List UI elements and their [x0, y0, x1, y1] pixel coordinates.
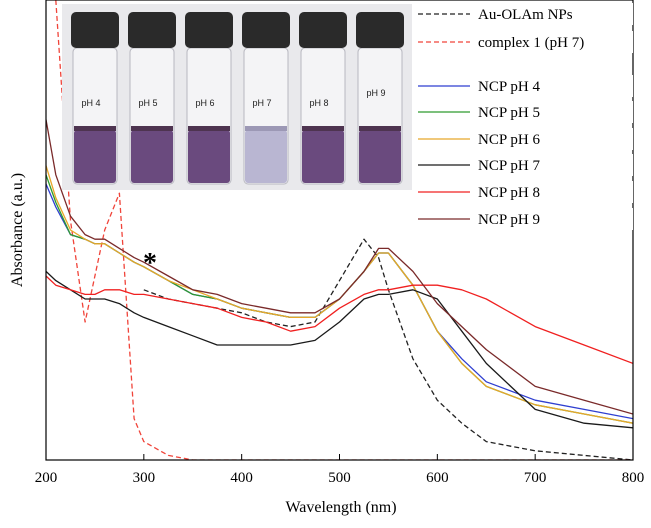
series-line [143, 238, 633, 460]
legend-label: NCP pH 7 [478, 158, 540, 174]
vial-liquid [245, 130, 287, 183]
vial-cap [356, 12, 404, 48]
x-tick-label: 800 [622, 470, 645, 486]
x-tick-label: 300 [133, 470, 156, 486]
legend-label: NCP pH 6 [478, 132, 540, 148]
x-axis-title: Wavelength (nm) [285, 499, 396, 516]
x-tick-label: 400 [230, 470, 253, 486]
annotation: * [143, 248, 157, 279]
vial-meniscus [188, 126, 230, 131]
vial-label: pH 5 [138, 98, 157, 108]
vial-label: pH 7 [252, 98, 271, 108]
vial-cap [128, 12, 176, 48]
y-axis-title: Absorbance (a.u.) [9, 173, 26, 287]
x-tick-label: 600 [426, 470, 449, 486]
vial-meniscus [359, 126, 401, 131]
vial-cap [242, 12, 290, 48]
x-tick-label: 500 [328, 470, 351, 486]
legend-bg [412, 154, 633, 176]
vial-label: pH 4 [81, 98, 100, 108]
vial-label: pH 8 [309, 98, 328, 108]
vial-cap [71, 12, 119, 48]
vial-meniscus [302, 126, 344, 131]
vial-liquid [74, 130, 116, 183]
x-tick-label: 700 [524, 470, 547, 486]
vial-label: pH 9 [366, 88, 385, 98]
series-line [46, 275, 633, 365]
vial-meniscus [245, 126, 287, 131]
legend-label: complex 1 (pH 7) [478, 35, 584, 51]
vial-liquid [188, 130, 230, 183]
plot-area [46, 0, 633, 460]
legend-label: NCP pH 9 [478, 212, 540, 228]
legend-bg [412, 75, 633, 97]
inset-photo: pH 4 pH 5 pH 6 pH 7 pH 8 pH 9 [62, 4, 412, 190]
series-line [55, 0, 633, 460]
legend-bg [412, 31, 633, 53]
legend-bg [412, 101, 633, 123]
vial-label: pH 6 [195, 98, 214, 108]
series-line [46, 270, 633, 429]
vial-cap [185, 12, 233, 48]
vial-liquid [359, 130, 401, 183]
legend-bg [412, 3, 633, 25]
vial-liquid [302, 130, 344, 183]
legend-label: NCP pH 8 [478, 185, 540, 201]
legend-bg [412, 181, 633, 203]
vial-liquid [131, 130, 173, 183]
series-line [46, 119, 633, 415]
legend-bg [412, 128, 633, 150]
legend-label: Au-OLAm NPs [478, 7, 573, 23]
legend-label: NCP pH 4 [478, 79, 540, 95]
legend-bg [412, 208, 633, 230]
vial-cap [299, 12, 347, 48]
series-line [46, 165, 633, 424]
photo-bg [62, 4, 412, 190]
legend-label: NCP pH 5 [478, 105, 540, 121]
x-tick-label: 200 [35, 470, 58, 486]
vial-meniscus [74, 126, 116, 131]
vial-meniscus [131, 126, 173, 131]
